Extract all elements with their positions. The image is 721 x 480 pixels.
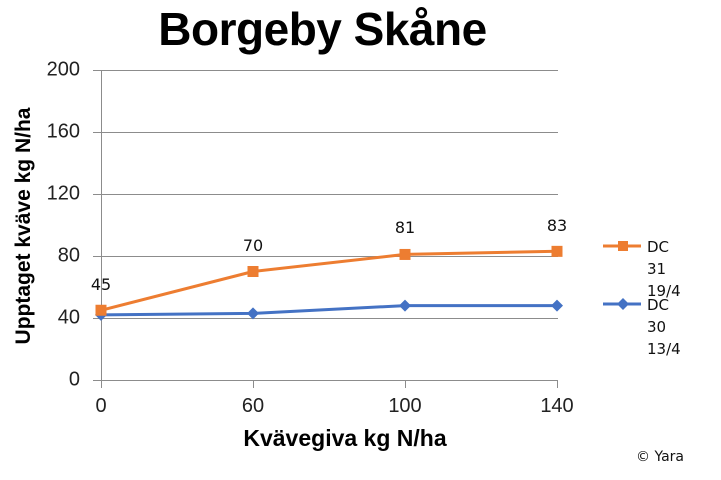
- y-tick: 120: [46, 182, 80, 205]
- square-marker-icon: [603, 241, 641, 251]
- data-label: 45: [90, 275, 112, 294]
- gridlines: [93, 70, 558, 381]
- y-tick: 200: [46, 58, 80, 81]
- y-tick: 160: [46, 120, 80, 143]
- square-marker-icon: [247, 266, 259, 277]
- axes: [101, 70, 558, 388]
- data-label: 83: [546, 216, 568, 235]
- x-tick: 100: [388, 395, 422, 417]
- x-axis-label: Kvävegiva kg N/ha: [243, 425, 447, 451]
- legend-label: DC 31 19/4: [647, 238, 681, 300]
- square-marker-icon: [95, 304, 107, 316]
- x-tick: 60: [241, 395, 265, 417]
- copyright-text: © Yara: [636, 449, 684, 465]
- legend-label: DC 30 13/4: [647, 296, 681, 358]
- y-tick: 40: [57, 306, 80, 329]
- chart-title: Borgeby Skåne: [158, 3, 487, 55]
- diamond-marker-icon: [551, 299, 563, 312]
- y-tick: 0: [68, 368, 80, 391]
- x-tick: 0: [95, 395, 107, 417]
- data-label: 81: [394, 218, 416, 237]
- x-tick: 140: [540, 395, 574, 417]
- series-dc-30: [95, 299, 563, 321]
- y-tick: 80: [57, 244, 80, 267]
- diamond-marker-icon: [399, 299, 411, 312]
- diamond-marker-icon: [247, 307, 259, 320]
- data-label: 70: [242, 236, 264, 255]
- series-dc-31: [95, 245, 563, 316]
- square-marker-icon: [551, 245, 563, 257]
- square-marker-icon: [399, 248, 411, 260]
- diamond-marker-icon: [603, 298, 641, 310]
